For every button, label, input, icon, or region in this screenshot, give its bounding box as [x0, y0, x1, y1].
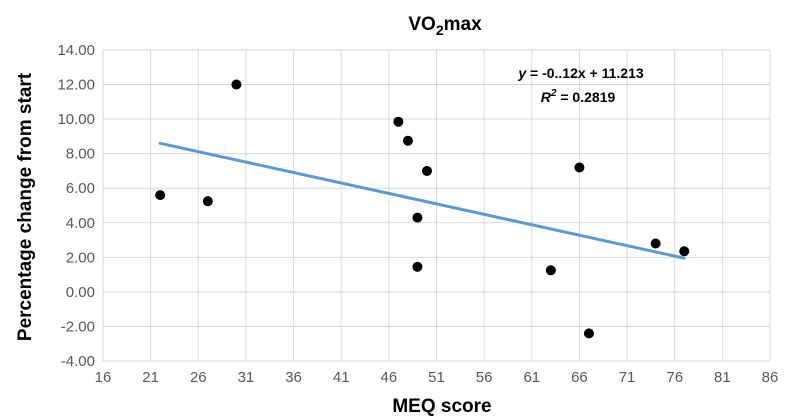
y-tick-label: 0.00 — [66, 284, 95, 301]
regression-equation: y = -0..12x + 11.213 — [517, 65, 644, 81]
x-tick-label: 61 — [523, 369, 540, 386]
x-tick-label: 21 — [142, 369, 159, 386]
data-point — [202, 196, 213, 207]
data-point — [650, 238, 661, 249]
data-points — [155, 79, 690, 339]
data-point — [393, 116, 404, 127]
x-tick-label: 56 — [476, 369, 493, 386]
grid — [102, 49, 771, 362]
x-tick-label: 31 — [238, 369, 255, 386]
data-point — [574, 162, 585, 173]
x-tick-label: 71 — [619, 369, 636, 386]
x-axis-title: MEQ score — [392, 396, 491, 417]
x-tick-label: 66 — [571, 369, 588, 386]
y-tick-label: 4.00 — [66, 215, 95, 232]
data-point — [402, 135, 413, 146]
chart-title: VO2max — [408, 14, 482, 38]
y-tick-label: 8.00 — [66, 146, 95, 163]
data-point — [231, 79, 242, 90]
y-tick-label: 12.00 — [57, 77, 95, 94]
x-tick-label: 81 — [714, 369, 731, 386]
trendline — [158, 141, 686, 260]
data-point — [155, 190, 166, 201]
x-tick-label: 36 — [285, 369, 302, 386]
data-point — [679, 246, 690, 257]
x-tick-label: 16 — [95, 369, 112, 386]
y-tick-label: -4.00 — [61, 353, 95, 370]
data-point — [412, 261, 423, 272]
data-point — [583, 328, 594, 339]
x-tick-label: 26 — [190, 369, 207, 386]
y-tick-label: 6.00 — [66, 180, 95, 197]
x-tick-labels: 16 21 26 31 36 41 46 51 56 61 66 71 76 81 86 — [95, 369, 779, 386]
y-axis-title: Percentage change from start — [15, 72, 36, 341]
x-tick-label: 41 — [333, 369, 350, 386]
x-tick-label: 76 — [666, 369, 683, 386]
data-point — [421, 165, 432, 176]
x-tick-label: 46 — [381, 369, 398, 386]
data-point — [412, 212, 423, 223]
r-squared-label: R2 = 0.2819 — [541, 88, 616, 105]
y-tick-label: -2.00 — [61, 318, 95, 335]
y-tick-label: 10.00 — [57, 111, 95, 128]
data-point — [545, 265, 556, 276]
x-tick-label: 51 — [428, 369, 445, 386]
x-tick-label: 86 — [762, 369, 779, 386]
y-tick-label: 14.00 — [57, 42, 95, 59]
y-tick-labels: -4.00 -2.00 0.00 2.00 4.00 6.00 8.00 10.00 12.00… — [57, 42, 95, 370]
y-tick-label: 2.00 — [66, 249, 95, 266]
